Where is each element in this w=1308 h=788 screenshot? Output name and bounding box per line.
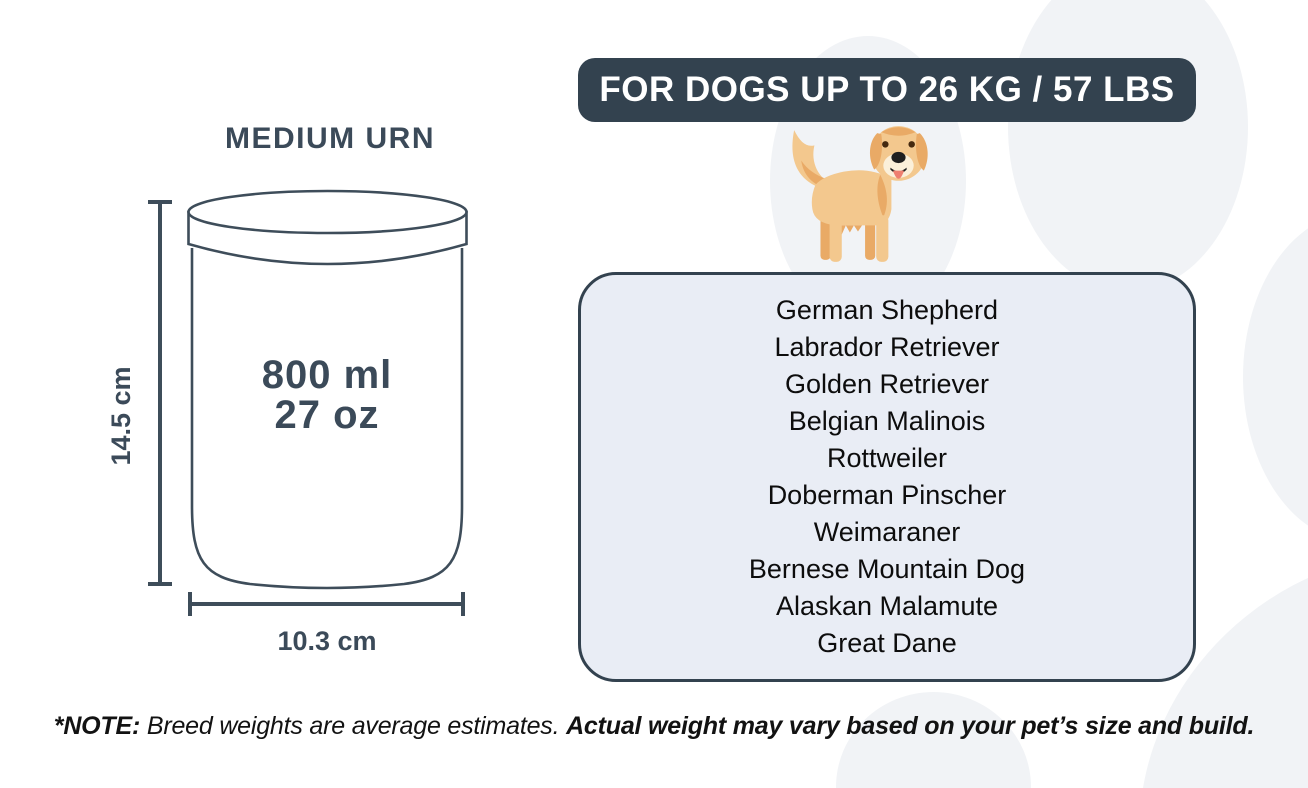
paw-print-shape <box>1243 212 1308 542</box>
breed-list-item: Great Dane <box>817 628 957 658</box>
note-emphasis: Actual weight may vary based on your pet… <box>566 712 1255 740</box>
note-body: Breed weights are average estimates. <box>146 712 560 740</box>
urn-volume-oz: 27 oz <box>274 393 379 437</box>
breed-list-item: Weimaraner <box>813 517 961 547</box>
urn-outline <box>187 189 468 590</box>
height-dimension-label: 14.5 cm <box>106 366 136 465</box>
width-dimension-label: 10.3 cm <box>277 626 376 656</box>
capacity-badge: FOR DOGS UP TO 26 KG / 57 LBS <box>578 58 1196 122</box>
breed-list-panel: German Shepherd Labrador Retriever Golde… <box>578 272 1196 682</box>
urn-diagram: 14.5 cm 10.3 cm 800 ml 27 oz <box>106 189 468 656</box>
golden-retriever-icon <box>792 126 928 262</box>
note-text: *NOTE: Breed weights are average estimat… <box>0 712 1308 741</box>
breed-list-item: Belgian Malinois <box>788 406 986 436</box>
breed-list-item: Bernese Mountain Dog <box>748 554 1026 584</box>
paw-print-shape <box>1008 0 1248 292</box>
breed-list-item: Golden Retriever <box>784 369 990 399</box>
breed-list-item: Labrador Retriever <box>774 332 1000 362</box>
breed-list-item: German Shepherd <box>775 295 999 325</box>
breed-list-item: Doberman Pinscher <box>767 480 1007 510</box>
note-prefix: *NOTE: <box>53 712 141 740</box>
urn-title: MEDIUM URN <box>225 122 435 155</box>
breed-list-item: Rottweiler <box>826 443 948 473</box>
height-dimension-line <box>148 200 172 586</box>
breed-list-item: Alaskan Malamute <box>775 591 999 621</box>
width-dimension-line <box>188 592 465 616</box>
urn-volume-ml: 800 ml <box>262 353 393 397</box>
